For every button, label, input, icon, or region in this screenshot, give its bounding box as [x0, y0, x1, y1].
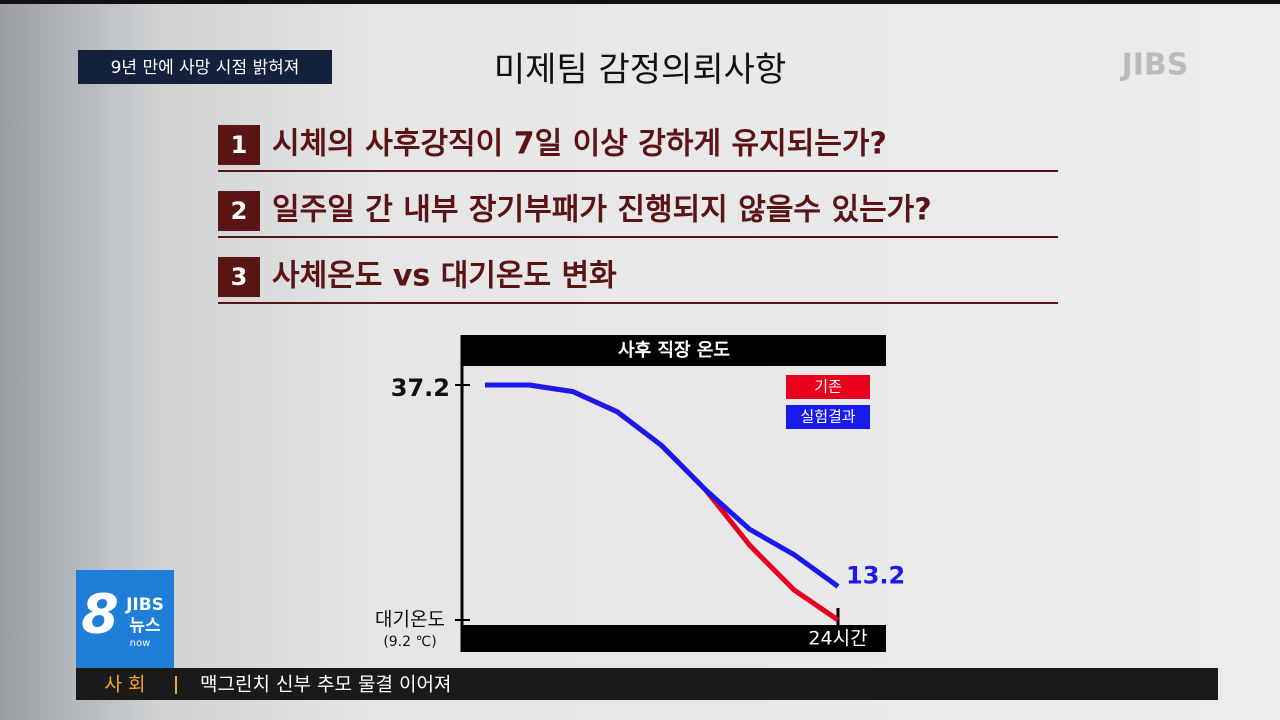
x-tick-label: 24시간: [808, 628, 867, 650]
banner-box: [78, 50, 332, 84]
legend-label: 기존: [814, 378, 842, 396]
data-label: 13.2: [846, 561, 905, 589]
series-line: [485, 382, 840, 589]
logo: JIBS: [1120, 48, 1189, 83]
top-edge: [0, 0, 1280, 4]
news-logo-sub: now: [130, 638, 151, 649]
item-number-box: [218, 257, 260, 297]
chart-title: 사후 직장 온도: [618, 340, 730, 361]
items: 1 시체의 사후강직이 7일 이상 강하게 유지되는가? 2 일주일 간 내부 장기부…: [218, 125, 1058, 304]
legend-label: 실험결과: [800, 408, 855, 426]
title: 미제팀 감정의뢰사항: [494, 50, 786, 90]
y-tick-note: (9.2 ℃): [383, 634, 436, 650]
news-logo-channel: 8: [81, 583, 119, 646]
legend-box: [786, 375, 870, 399]
news-logo-brand: JIBS: [125, 595, 164, 615]
item-text: 일주일 간 내부 장기부패가 진행되지 않을수 있는가?: [272, 193, 932, 228]
item-number: 3: [231, 263, 248, 291]
item-number-box: [218, 191, 260, 231]
news-logo-program: 뉴스: [129, 616, 161, 636]
chart-title-bar: [462, 335, 886, 366]
ticker-headline: 맥그린치 신부 추모 물결 이어져: [200, 674, 451, 696]
y-tick-label: 37.2: [391, 374, 450, 402]
series-line: [485, 382, 840, 623]
news-logo-box: [76, 570, 174, 668]
x-axis-bar: [462, 625, 886, 652]
legend-box: [786, 405, 870, 429]
item-text: 사체온도 vs 대기온도 변화: [272, 259, 617, 294]
banner: 9년 만에 사망 시점 밝혀져: [111, 58, 300, 78]
item-text: 시체의 사후강직이 7일 이상 강하게 유지되는가?: [272, 127, 887, 162]
ticker-section: 사 회: [105, 674, 146, 696]
item-number-box: [218, 125, 260, 165]
item-number: 1: [231, 131, 248, 159]
ticker-bar: [76, 668, 1218, 700]
item-number: 2: [231, 197, 248, 225]
y-tick-label: 대기온도: [375, 609, 445, 631]
